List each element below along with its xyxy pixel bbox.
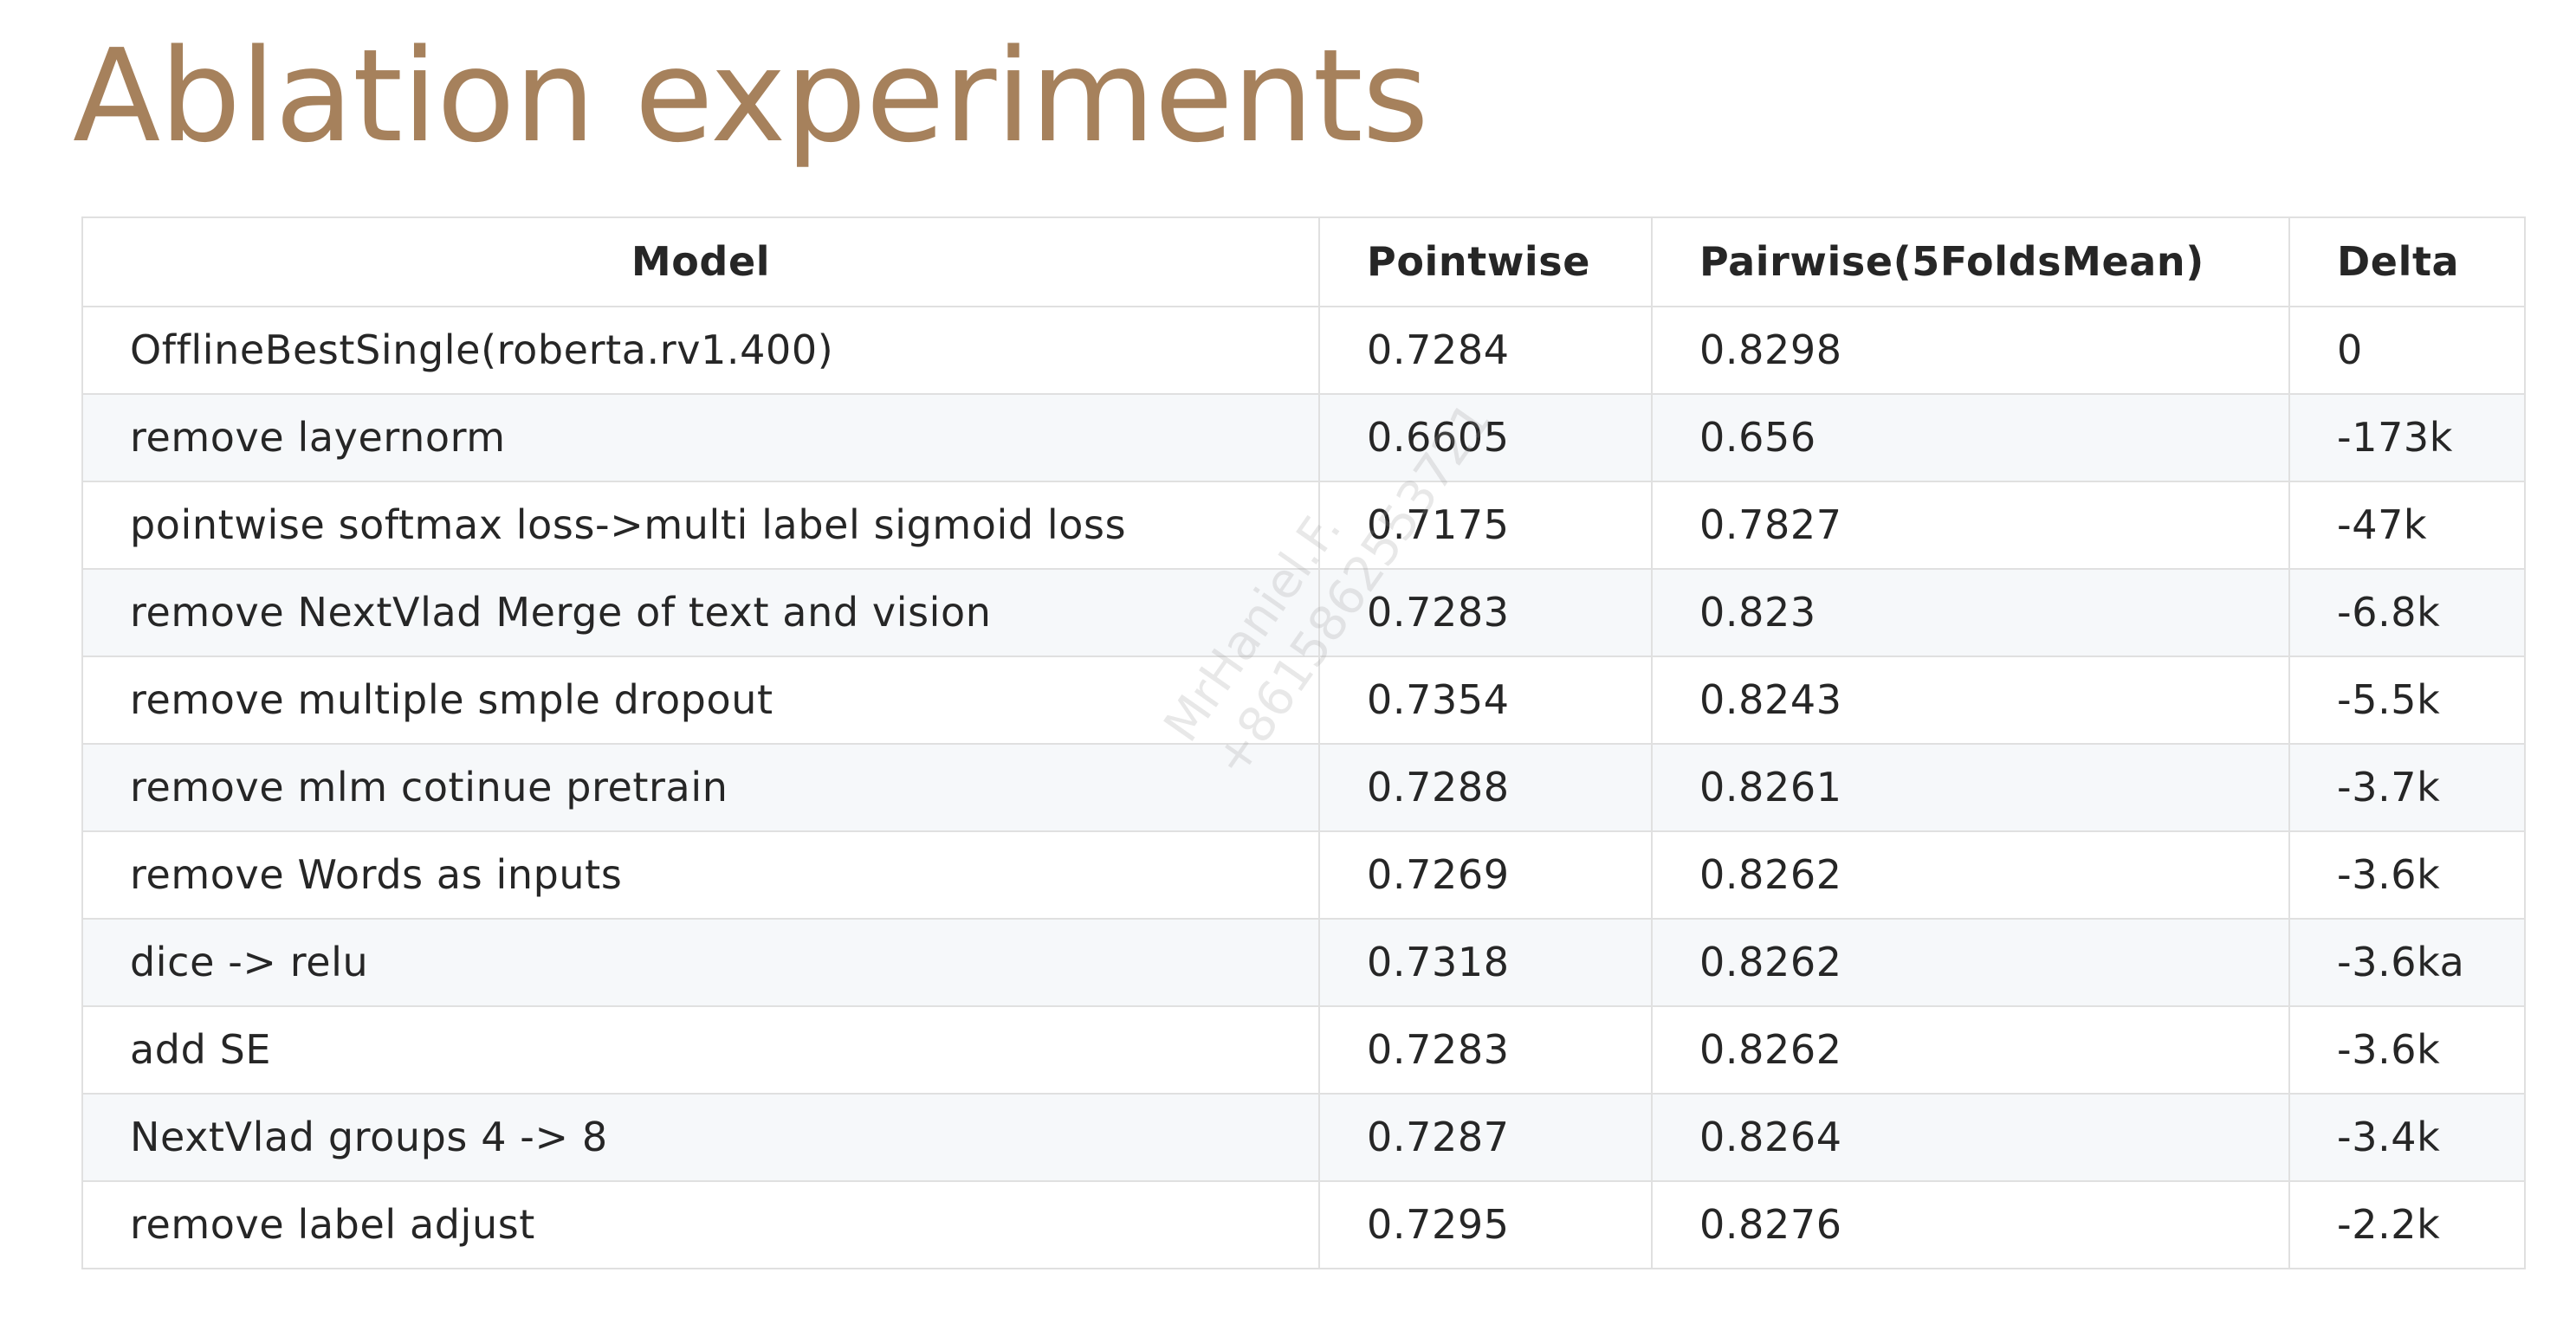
cell-pointwise: 0.7283 [1318,568,1653,657]
table-row: remove label adjust 0.7295 0.8276 -2.2k [81,1180,2526,1269]
cell-pairwise: 0.8298 [1651,306,2290,395]
cell-pointwise: 0.7283 [1318,1005,1653,1095]
ablation-table: Model Pointwise Pairwise(5FoldsMean) Del… [81,216,2526,1269]
cell-pointwise: 0.6605 [1318,393,1653,482]
cell-delta: 0 [2288,306,2526,395]
page-title: Ablation experiments [73,22,1429,171]
table-row: remove layernorm 0.6605 0.656 -173k [81,393,2526,482]
cell-model: remove Words as inputs [81,830,1320,920]
cell-pointwise: 0.7288 [1318,743,1653,832]
cell-model: add SE [81,1005,1320,1095]
cell-model: dice -> relu [81,918,1320,1007]
cell-pairwise: 0.823 [1651,568,2290,657]
cell-pointwise: 0.7284 [1318,306,1653,395]
cell-pairwise: 0.8264 [1651,1093,2290,1182]
cell-pairwise: 0.656 [1651,393,2290,482]
cell-model: remove NextVlad Merge of text and vision [81,568,1320,657]
cell-model: remove mlm cotinue pretrain [81,743,1320,832]
table-row: pointwise softmax loss->multi label sigm… [81,481,2526,570]
table-row: remove NextVlad Merge of text and vision… [81,568,2526,657]
table-row: dice -> relu 0.7318 0.8262 -3.6ka [81,918,2526,1007]
header-model: Model [81,216,1320,307]
cell-pairwise: 0.7827 [1651,481,2290,570]
cell-pairwise: 0.8276 [1651,1180,2290,1269]
cell-delta: -47k [2288,481,2526,570]
cell-model: NextVlad groups 4 -> 8 [81,1093,1320,1182]
cell-pairwise: 0.8261 [1651,743,2290,832]
table-header-row: Model Pointwise Pairwise(5FoldsMean) Del… [81,216,2526,307]
cell-model: OfflineBestSingle(roberta.rv1.400) [81,306,1320,395]
cell-delta: -3.4k [2288,1093,2526,1182]
header-pairwise: Pairwise(5FoldsMean) [1651,216,2290,307]
cell-pairwise: 0.8262 [1651,1005,2290,1095]
table-row: remove mlm cotinue pretrain 0.7288 0.826… [81,743,2526,832]
cell-model: remove layernorm [81,393,1320,482]
ablation-table-container: Model Pointwise Pairwise(5FoldsMean) Del… [81,216,2526,1269]
cell-delta: -3.6k [2288,830,2526,920]
cell-pointwise: 0.7318 [1318,918,1653,1007]
cell-pairwise: 0.8262 [1651,918,2290,1007]
cell-pointwise: 0.7287 [1318,1093,1653,1182]
cell-pointwise: 0.7354 [1318,656,1653,745]
cell-delta: -2.2k [2288,1180,2526,1269]
cell-delta: -5.5k [2288,656,2526,745]
table-row: remove Words as inputs 0.7269 0.8262 -3.… [81,830,2526,920]
cell-delta: -3.7k [2288,743,2526,832]
cell-delta: -173k [2288,393,2526,482]
cell-pointwise: 0.7269 [1318,830,1653,920]
header-delta: Delta [2288,216,2526,307]
cell-pairwise: 0.8243 [1651,656,2290,745]
cell-delta: -3.6k [2288,1005,2526,1095]
cell-pointwise: 0.7295 [1318,1180,1653,1269]
table-row: remove multiple smple dropout 0.7354 0.8… [81,656,2526,745]
header-pointwise: Pointwise [1318,216,1653,307]
cell-model: pointwise softmax loss->multi label sigm… [81,481,1320,570]
cell-pairwise: 0.8262 [1651,830,2290,920]
table-row: OfflineBestSingle(roberta.rv1.400) 0.728… [81,306,2526,395]
cell-model: remove label adjust [81,1180,1320,1269]
cell-pointwise: 0.7175 [1318,481,1653,570]
cell-model: remove multiple smple dropout [81,656,1320,745]
table-row: add SE 0.7283 0.8262 -3.6k [81,1005,2526,1095]
table-row: NextVlad groups 4 -> 8 0.7287 0.8264 -3.… [81,1093,2526,1182]
cell-delta: -6.8k [2288,568,2526,657]
cell-delta: -3.6ka [2288,918,2526,1007]
